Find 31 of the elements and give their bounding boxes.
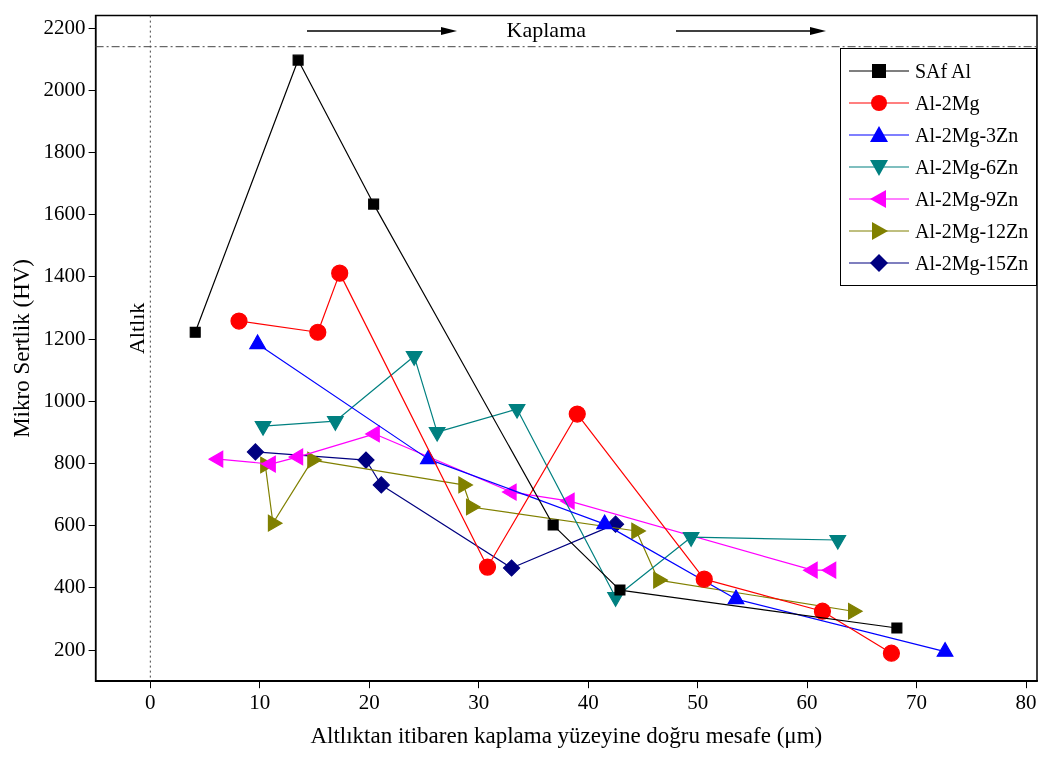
ref-line-label: Kaplama (506, 16, 587, 42)
y-tick-label: 800 (54, 450, 86, 474)
ref-line-label: Altlık (124, 302, 150, 355)
y-tick-label: 1400 (43, 263, 86, 288)
y-tick-label: 1800 (43, 138, 86, 163)
y-axis-title: Mikro Sertlik (HV) (8, 258, 34, 438)
x-tick-label: 80 (1015, 690, 1037, 715)
x-tick-label: 60 (796, 690, 818, 715)
y-tick-label: 400 (54, 574, 86, 599)
y-tick-label: 1200 (43, 325, 86, 350)
y-tick-label: 1000 (43, 387, 86, 412)
x-tick-label: 70 (906, 690, 928, 715)
legend-label: Al-2Mg-3Zn (915, 122, 1019, 149)
y-tick-label: 2000 (43, 76, 86, 101)
x-tick-label: 10 (249, 690, 271, 715)
x-tick-label: 20 (358, 690, 380, 715)
legend-label: Al-2Mg-6Zn (915, 154, 1019, 181)
y-tick-label: 600 (54, 512, 86, 537)
x-tick-label: 50 (687, 690, 709, 715)
y-tick-label: 2200 (43, 14, 86, 39)
x-tick-label: 0 (145, 690, 156, 715)
y-tick-label: 200 (54, 636, 86, 661)
legend-label: Al-2Mg-9Zn (915, 186, 1019, 213)
x-axis-title: Altlıktan itibaren kaplama yüzeyine doğru mesafe (μm) (310, 723, 823, 749)
legend-label: SAf Al (915, 58, 972, 84)
y-tick-label: 1600 (43, 201, 86, 226)
legend-label: Al-2Mg-15Zn (915, 250, 1029, 277)
x-tick-label: 40 (577, 690, 599, 715)
x-tick-label: 30 (468, 690, 490, 715)
legend-label: Al-2Mg (915, 90, 980, 117)
legend-label: Al-2Mg-12Zn (915, 218, 1029, 245)
